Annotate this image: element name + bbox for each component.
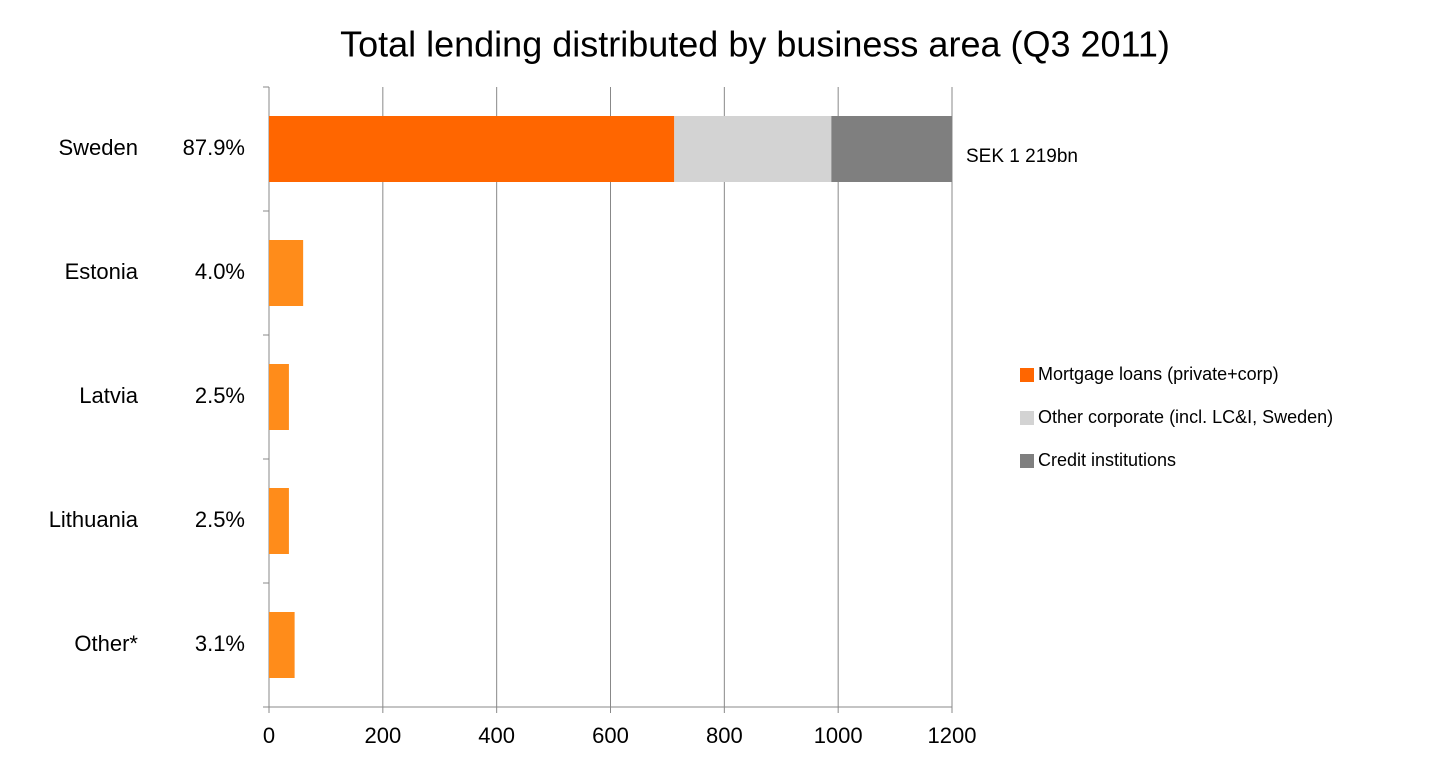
bar-segment [269,364,289,430]
category-label: Estonia [65,259,139,284]
x-tick-label: 800 [706,723,743,748]
share-label: 87.9% [183,135,245,160]
x-tick-label: 400 [478,723,515,748]
bar-segment [269,116,675,182]
share-label: 3.1% [195,631,245,656]
x-tick-label: 0 [263,723,275,748]
share-label: 2.5% [195,383,245,408]
category-label: Other* [74,631,138,656]
x-tick-label: 1000 [814,723,863,748]
bar-segment [831,116,952,182]
share-label: 2.5% [195,507,245,532]
x-tick-label: 1200 [928,723,977,748]
legend-swatch [1020,411,1034,425]
category-label: Latvia [79,383,138,408]
bar-segment [674,116,832,182]
legend-label: Credit institutions [1038,450,1176,470]
category-label: Sweden [58,135,138,160]
category-label: Lithuania [49,507,139,532]
chart-title: Total lending distributed by business ar… [340,24,1170,65]
legend-swatch [1020,368,1034,382]
x-tick-label: 200 [364,723,401,748]
bar-segment [269,612,295,678]
legend-label: Other corporate (incl. LC&I, Sweden) [1038,407,1333,427]
bar-segment [269,240,304,306]
share-label: 4.0% [195,259,245,284]
legend-swatch [1020,454,1034,468]
annotation: SEK 1 219bn [966,146,1078,167]
legend-label: Mortgage loans (private+corp) [1038,364,1279,384]
x-tick-label: 600 [592,723,629,748]
bar-segment [269,488,289,554]
